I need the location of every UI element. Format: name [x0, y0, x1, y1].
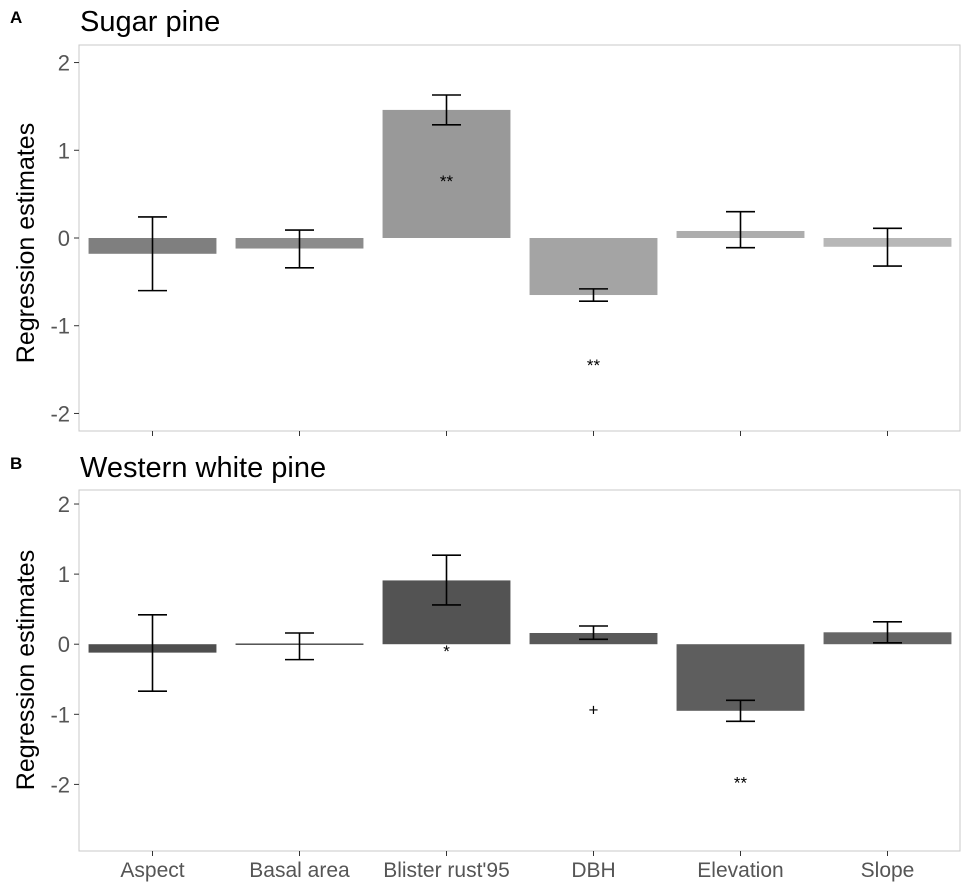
error-bar	[873, 620, 902, 644]
error-bar	[138, 216, 167, 292]
panel-letter: B	[10, 454, 22, 473]
panel-b: B Western white pine -2 -1 0 1 2 Regression est…	[10, 452, 961, 882]
bar-dbh	[529, 238, 658, 296]
error-bar	[579, 288, 608, 302]
y-axis-label: Regression estimates	[12, 550, 40, 790]
error-bar	[726, 210, 755, 249]
y-tick-label: -2	[50, 772, 70, 797]
significance-marker: +	[589, 700, 599, 719]
bar-blister-rust-95	[382, 109, 511, 238]
panel-title: Western white pine	[80, 452, 326, 484]
error-bar	[579, 625, 608, 641]
y-tick-label: 1	[58, 562, 70, 587]
error-bar	[285, 632, 314, 661]
significance-marker: *	[443, 642, 450, 661]
panel-a: A Sugar pine -2 -1 0 1 2 Regression estimates **…	[10, 6, 961, 436]
error-bar	[726, 699, 755, 723]
error-bar	[432, 94, 461, 126]
panel-letter: A	[10, 8, 22, 27]
y-tick-label: 0	[58, 632, 70, 657]
error-bar	[432, 554, 461, 606]
panel-title: Sugar pine	[80, 6, 220, 38]
y-tick-label: -1	[50, 314, 70, 339]
y-tick-label: -1	[50, 702, 70, 727]
x-tick-label: Elevation	[697, 859, 783, 882]
error-bar	[138, 613, 167, 692]
y-tick-label: 2	[58, 51, 70, 76]
y-tick-label: -2	[50, 401, 70, 426]
y-tick-label: 1	[58, 138, 70, 163]
significance-marker: **	[440, 172, 454, 191]
significance-marker: **	[734, 773, 748, 792]
y-axis-label: Regression estimates	[12, 123, 40, 363]
error-bar	[285, 229, 314, 269]
y-tick-label: 0	[58, 226, 70, 251]
x-tick-label: Blister rust'95	[383, 859, 510, 882]
x-tick-label: Aspect	[120, 859, 184, 882]
x-tick-label: Basal area	[249, 859, 350, 882]
error-bar	[873, 227, 902, 267]
significance-marker: **	[587, 356, 601, 375]
plot-frame	[78, 489, 961, 852]
x-tick-label: Slope	[861, 859, 915, 882]
x-tick-label: DBH	[571, 859, 615, 882]
y-tick-label: 2	[58, 492, 70, 517]
